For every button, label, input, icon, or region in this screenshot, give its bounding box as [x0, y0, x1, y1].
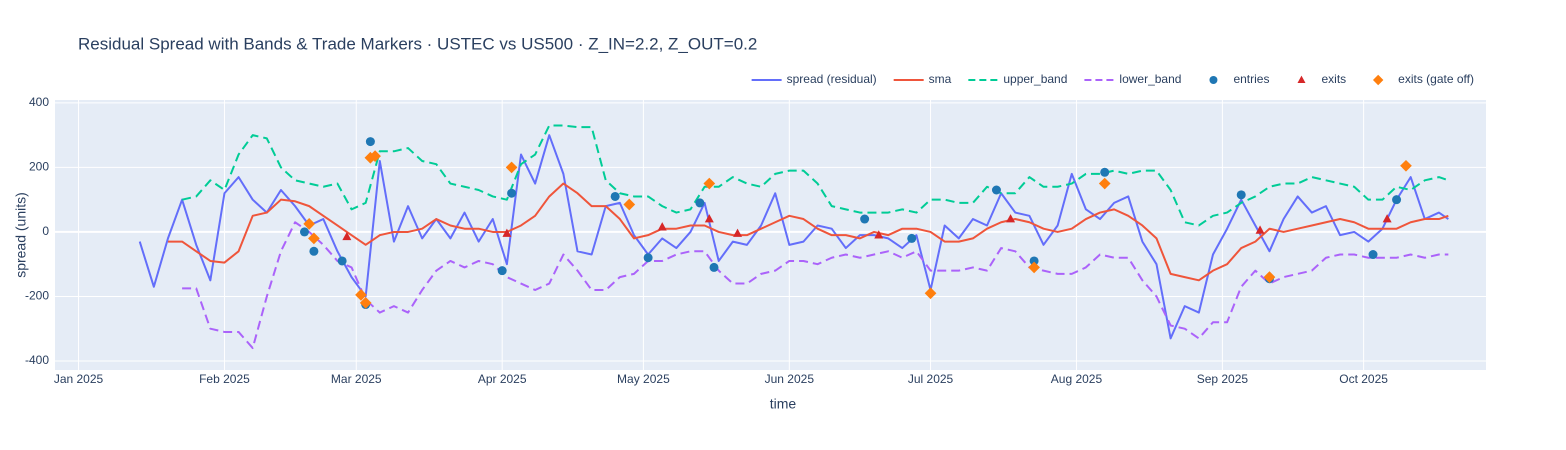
legend-label: spread (residual)	[787, 72, 877, 86]
marker	[309, 246, 319, 256]
y-tick-label: 400	[29, 95, 49, 109]
marker	[505, 161, 518, 174]
marker	[1263, 271, 1276, 283]
x-axis-title: time	[770, 396, 797, 412]
plot-area	[55, 100, 1486, 370]
legend-item: spread (residual)	[751, 72, 877, 86]
marker	[1006, 214, 1016, 223]
y-tick-label: -200	[25, 289, 49, 303]
x-tick-label: Jun 2025	[765, 372, 815, 386]
legend-symbol	[1372, 74, 1384, 86]
x-tick-label: Feb 2025	[199, 372, 250, 386]
line	[181, 124, 1449, 227]
line	[167, 182, 1449, 282]
x-tick-label: Jul 2025	[908, 372, 954, 386]
marker	[1098, 177, 1111, 190]
y-axis-title: spread (units)	[13, 192, 29, 278]
marker	[703, 177, 716, 190]
marker	[733, 228, 743, 237]
legend-label: entries	[1233, 72, 1269, 86]
marker	[907, 233, 917, 243]
x-tick-label: Sep 2025	[1197, 372, 1249, 386]
x-tick-label: May 2025	[617, 372, 670, 386]
marker	[364, 151, 377, 164]
legend-item: entries	[1209, 72, 1269, 86]
marker	[303, 218, 316, 230]
marker	[1028, 261, 1040, 274]
chart-title: Residual Spread with Bands & Trade Marke…	[78, 34, 757, 53]
x-tick-label: Jan 2025	[54, 372, 104, 386]
y-tick-label: 200	[29, 160, 49, 174]
marker	[623, 198, 636, 211]
marker	[1392, 195, 1402, 205]
marker	[342, 231, 352, 241]
x-tick-label: Mar 2025	[331, 372, 382, 386]
marker	[1236, 190, 1246, 200]
line	[182, 221, 1449, 350]
data	[138, 124, 1449, 350]
marker	[695, 198, 705, 208]
legend-symbol	[1209, 76, 1218, 84]
marker	[610, 191, 620, 201]
marker	[355, 288, 367, 301]
legend-symbol	[1297, 75, 1306, 83]
marker	[502, 228, 512, 237]
marker	[874, 230, 884, 239]
marker	[1100, 167, 1110, 177]
marker	[299, 227, 309, 237]
legend-item: exits	[1297, 72, 1346, 86]
marker	[1368, 250, 1378, 260]
marker	[643, 253, 653, 263]
legend-item: sma	[893, 72, 952, 86]
marker	[1400, 159, 1412, 172]
marker	[704, 214, 714, 223]
marker	[359, 297, 372, 309]
grid	[55, 100, 1486, 370]
legend: spread (residual) sma upper_band lower_band…	[751, 72, 1474, 86]
y-tick-label: -400	[25, 353, 49, 367]
marker	[657, 222, 667, 231]
legend-item: upper_band	[968, 72, 1067, 86]
marker	[337, 256, 347, 266]
marker	[991, 185, 1001, 195]
legend-label: lower_band	[1119, 72, 1181, 86]
marker	[860, 214, 870, 224]
x-tick-label: Aug 2025	[1051, 372, 1103, 386]
legend-label: sma	[929, 72, 952, 86]
marker	[1382, 214, 1392, 223]
marker	[507, 188, 517, 198]
marker	[709, 262, 719, 272]
line	[138, 134, 1449, 340]
legend-item: lower_band	[1084, 72, 1181, 86]
marker	[1255, 225, 1265, 234]
x-tick-label: Apr 2025	[478, 372, 527, 386]
marker	[308, 232, 320, 245]
marker	[365, 137, 375, 147]
marker	[369, 150, 381, 162]
marker	[924, 287, 937, 300]
legend-label: exits (gate off)	[1398, 72, 1474, 86]
marker	[1029, 256, 1039, 266]
x-tick-label: Oct 2025	[1339, 372, 1388, 386]
legend-label: exits	[1321, 72, 1346, 86]
legend-item: exits (gate off)	[1372, 72, 1474, 86]
marker	[497, 266, 507, 276]
legend-label: upper_band	[1003, 72, 1067, 86]
y-tick-label: 0	[42, 224, 49, 238]
